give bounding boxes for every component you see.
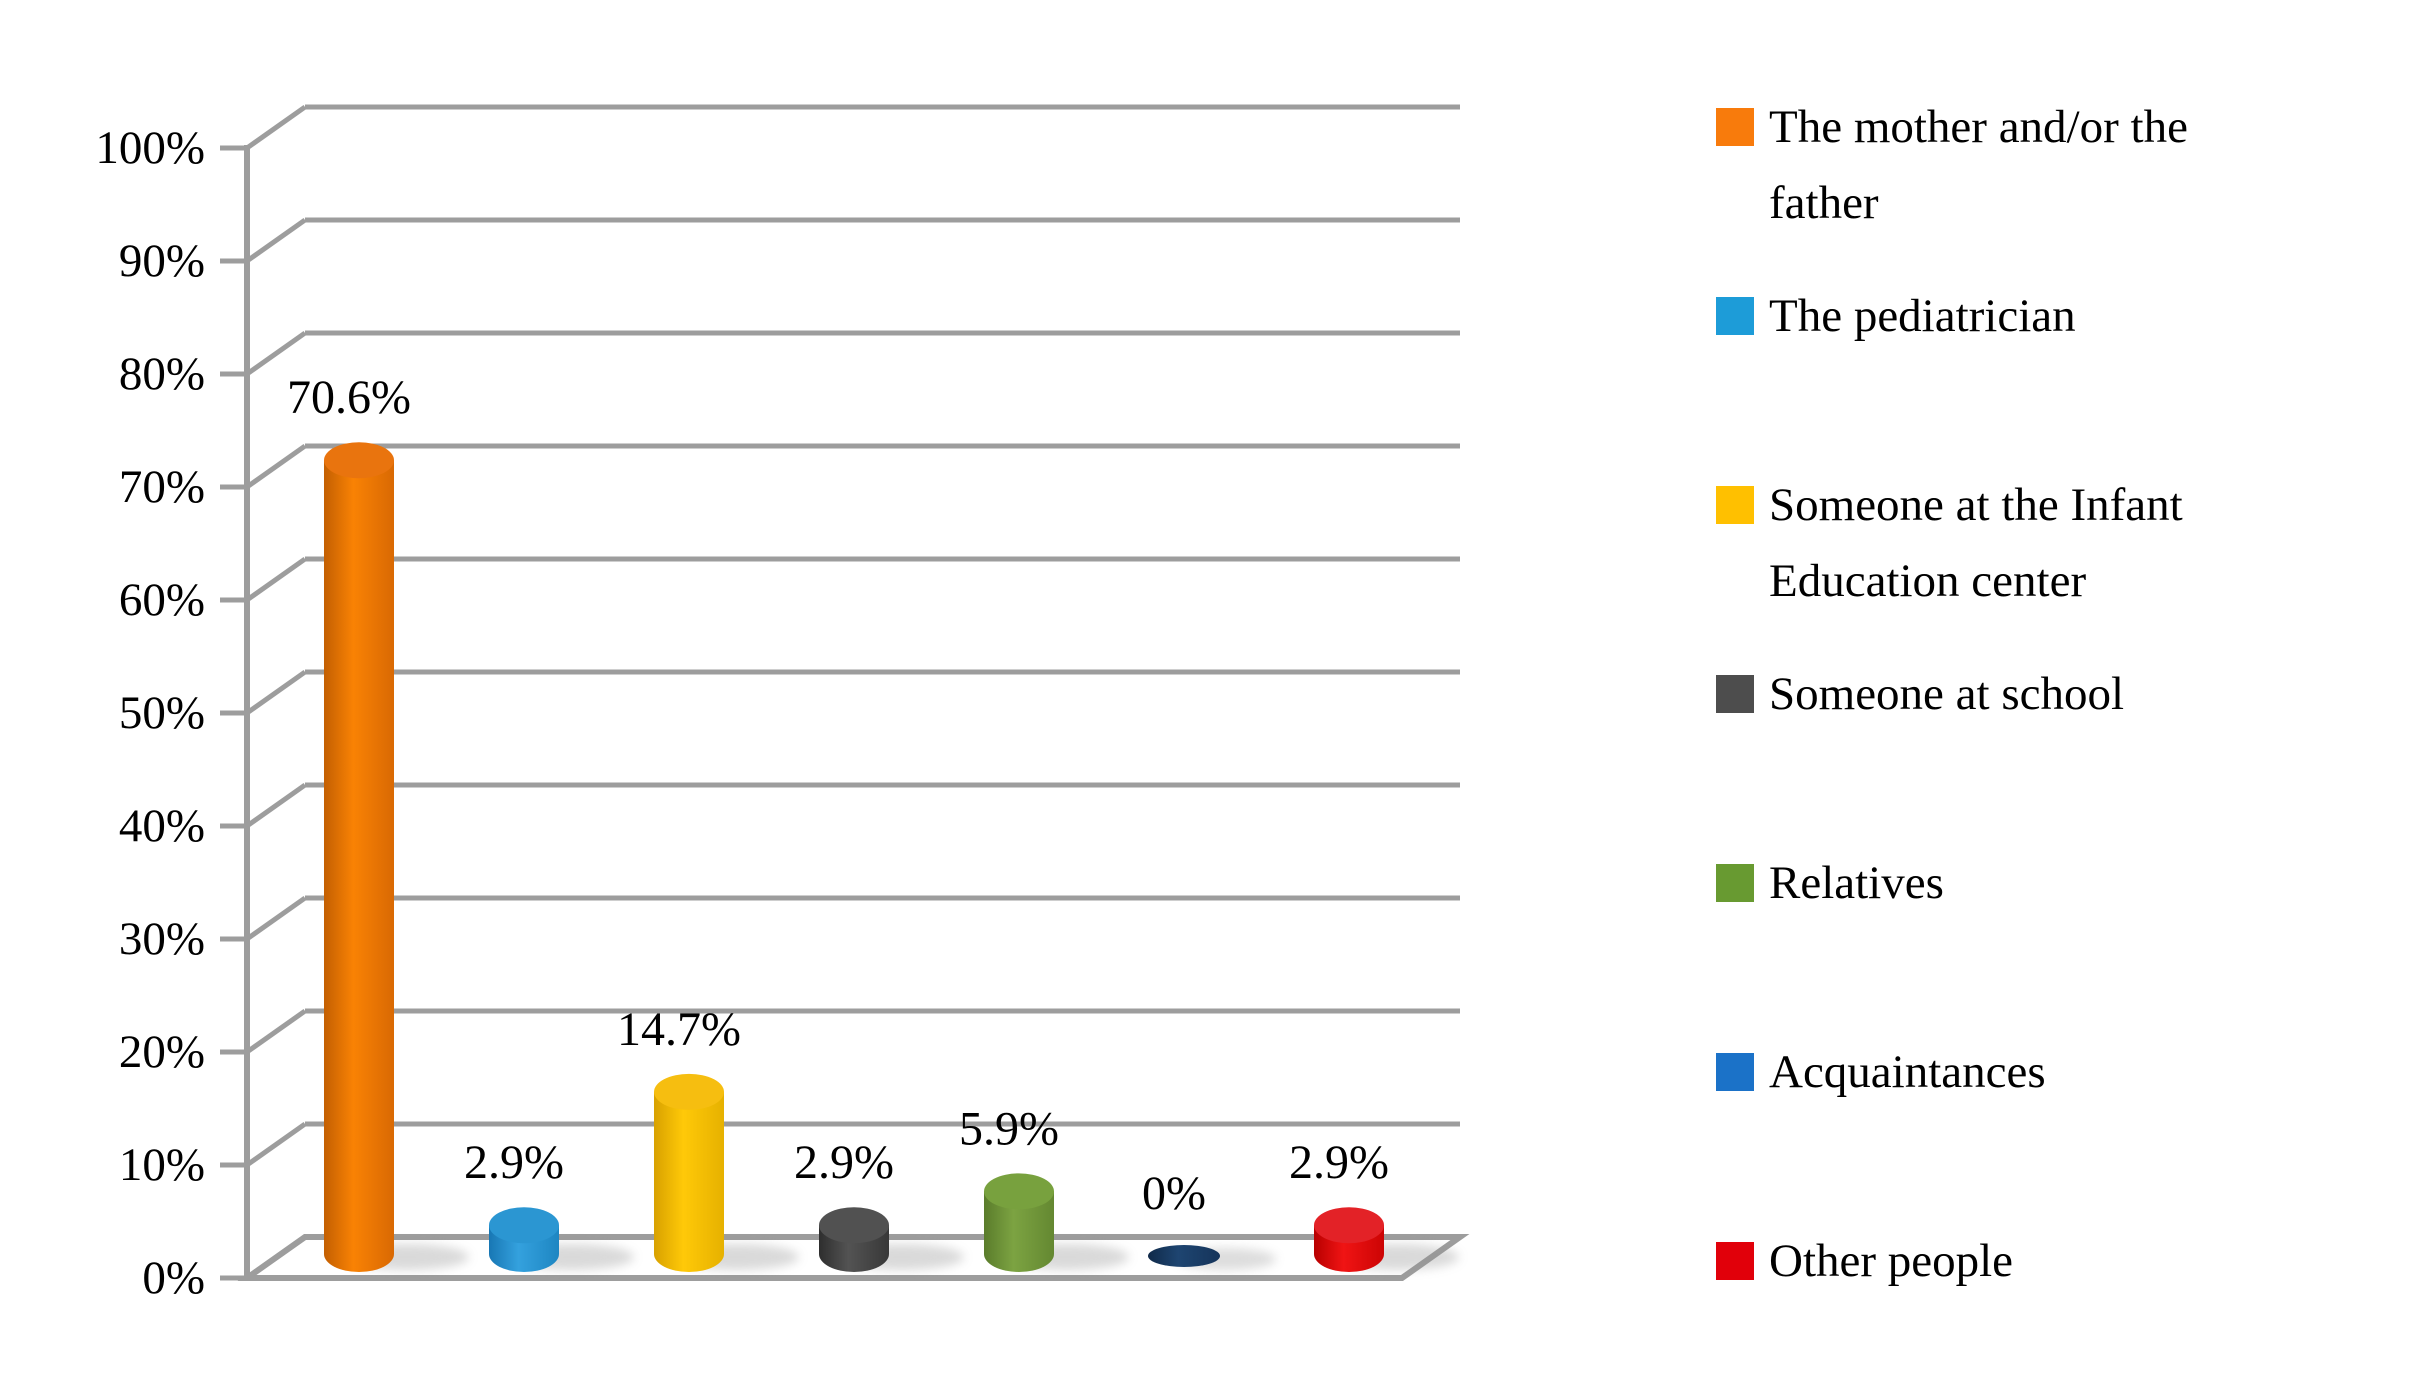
bar-cylinder-1	[489, 1207, 634, 1272]
gridline-depth-connector	[245, 104, 307, 151]
bar-top	[489, 1207, 559, 1244]
bar-cylinder-3	[819, 1207, 964, 1272]
bar-cylinder-5	[1148, 1245, 1276, 1270]
y-axis-label: 50%	[118, 687, 205, 739]
bar-body	[654, 1091, 724, 1272]
y-axis-label: 80%	[118, 348, 205, 400]
bar-top	[984, 1173, 1054, 1210]
bar-top	[819, 1207, 889, 1244]
bar-body	[984, 1191, 1054, 1272]
y-axis-label: 70%	[118, 461, 205, 513]
y-axis-label: 10%	[118, 1139, 205, 1191]
bar-cylinder-6	[1314, 1207, 1459, 1272]
value-label: 70.6%	[287, 371, 411, 424]
bar-top	[1314, 1207, 1384, 1244]
value-label: 2.9%	[464, 1136, 564, 1189]
bar-body	[324, 460, 394, 1273]
value-label: 2.9%	[794, 1136, 894, 1189]
gridline-depth-connector	[245, 1121, 307, 1168]
gridline-depth-connector	[245, 1234, 307, 1281]
y-axis-label: 20%	[118, 1026, 205, 1078]
y-axis-label: 0%	[142, 1252, 205, 1304]
gridline-depth-connector	[245, 443, 307, 490]
value-label: 14.7%	[617, 1003, 741, 1056]
gridline-depth-connector	[245, 556, 307, 603]
value-label: 2.9%	[1289, 1136, 1389, 1189]
gridline-depth-connector	[245, 669, 307, 716]
gridline-depth-connector	[245, 782, 307, 829]
bar-top	[324, 442, 394, 479]
value-label: 5.9%	[959, 1102, 1059, 1155]
gridlines	[220, 104, 1460, 1281]
bar-top	[654, 1073, 724, 1110]
bars	[324, 442, 1459, 1273]
gridline-depth-connector	[245, 217, 307, 264]
value-label: 0%	[1142, 1167, 1206, 1220]
value-labels: 70.6% 2.9% 14.7% 2.9% 5.9% 0% 2.9%	[287, 371, 1389, 1220]
bar-cylinder-2	[654, 1073, 799, 1272]
gridline-depth-connector	[245, 330, 307, 377]
y-axis-label: 40%	[118, 800, 205, 852]
y-axis-label: 100%	[95, 122, 205, 174]
bar-cylinder-0	[324, 442, 469, 1273]
bar-zero-disc	[1148, 1245, 1220, 1267]
bar-cylinder-4	[984, 1173, 1129, 1272]
y-axis-label: 90%	[118, 235, 205, 287]
gridline-depth-connector	[245, 895, 307, 942]
y-axis-label: 30%	[118, 913, 205, 965]
gridline-depth-connector	[245, 1008, 307, 1055]
y-axis-label: 60%	[118, 574, 205, 626]
y-axis-labels: 0% 10% 20% 30% 40% 50% 60% 70% 80% 90% 100%	[0, 0, 205, 1390]
